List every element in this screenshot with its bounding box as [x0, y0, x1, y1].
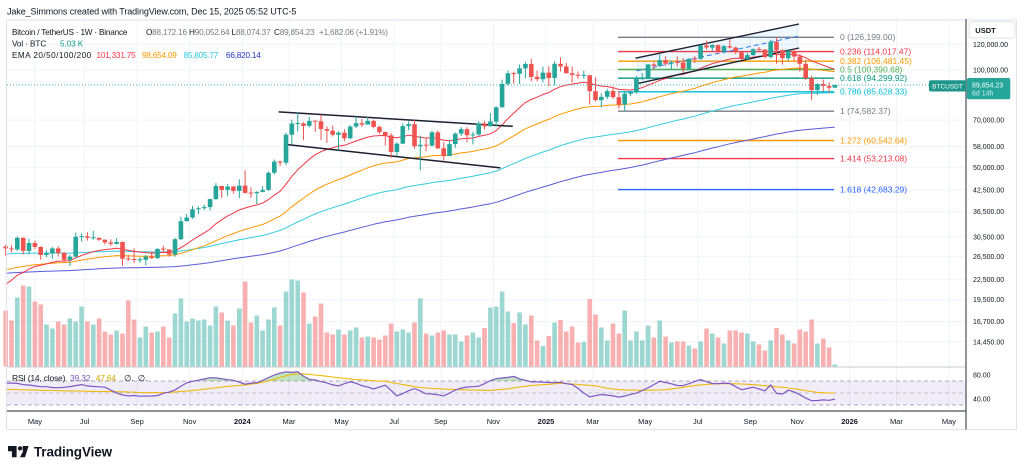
svg-text:Jul: Jul [80, 417, 90, 426]
svg-text:1.618 (42,683.29): 1.618 (42,683.29) [840, 185, 907, 195]
svg-text:0.5 (100,390.68): 0.5 (100,390.68) [840, 64, 903, 74]
svg-text:0.236 (114,017.47): 0.236 (114,017.47) [840, 47, 911, 57]
svg-text:1.414 (53,213.08): 1.414 (53,213.08) [840, 154, 907, 164]
svg-text:58,000.00: 58,000.00 [973, 144, 1004, 151]
svg-text:Bitcoin / TetherUS · 1W · Bina: Bitcoin / TetherUS · 1W · Binance O88,172… [12, 28, 388, 37]
svg-text:0.618 (94,299.92): 0.618 (94,299.92) [840, 73, 907, 83]
svg-text:1.272 (60,542.64): 1.272 (60,542.64) [840, 135, 907, 145]
svg-text:Jake_Simmons created with Trad: Jake_Simmons created with TradingView.co… [7, 7, 296, 17]
svg-text:Sep: Sep [744, 417, 757, 426]
svg-text:120,000.00: 120,000.00 [973, 42, 1008, 49]
svg-text:14,450.00: 14,450.00 [973, 339, 1004, 346]
svg-text:0.786 (85,628.33): 0.786 (85,628.33) [840, 87, 907, 97]
svg-text:2025: 2025 [538, 417, 555, 426]
svg-text:89,854.23: 89,854.23 [972, 83, 1003, 90]
svg-text:Jul: Jul [389, 417, 399, 426]
svg-text:30,500.00: 30,500.00 [973, 234, 1004, 241]
svg-text:26,500.00: 26,500.00 [973, 254, 1004, 261]
svg-text:Sep: Sep [434, 417, 447, 426]
svg-text:May: May [942, 417, 956, 426]
svg-text:Mar: Mar [283, 417, 296, 426]
svg-text:22,500.00: 22,500.00 [973, 277, 1004, 284]
svg-text:May: May [334, 417, 348, 426]
svg-text:Nov: Nov [487, 417, 501, 426]
svg-text:0.382 (106,481.45): 0.382 (106,481.45) [840, 56, 912, 66]
svg-text:2024: 2024 [234, 417, 252, 426]
svg-text:BTCUSDT: BTCUSDT [932, 83, 963, 90]
svg-text:36,500.00: 36,500.00 [973, 209, 1004, 216]
svg-text:42,500.00: 42,500.00 [973, 188, 1004, 195]
svg-text:70,000.00: 70,000.00 [973, 118, 1004, 125]
svg-text:TradingView: TradingView [34, 444, 113, 459]
svg-text:50,000.00: 50,000.00 [973, 165, 1004, 172]
svg-text:40.00: 40.00 [973, 397, 991, 404]
svg-text:USDT: USDT [975, 26, 996, 35]
svg-text:Mar: Mar [586, 417, 599, 426]
svg-text:19,500.00: 19,500.00 [973, 297, 1004, 304]
svg-text:80.00: 80.00 [973, 373, 991, 380]
svg-text:0 (126,199.00): 0 (126,199.00) [840, 32, 895, 42]
svg-text:1 (74,582.37): 1 (74,582.37) [840, 106, 891, 116]
svg-text:Mar: Mar [890, 417, 903, 426]
svg-text:2026: 2026 [841, 417, 858, 426]
svg-text:16,700.00: 16,700.00 [973, 319, 1004, 326]
svg-text:6d 14h: 6d 14h [972, 90, 994, 97]
svg-text:Nov: Nov [183, 417, 197, 426]
svg-text:Sep: Sep [130, 417, 143, 426]
svg-text:Nov: Nov [790, 417, 804, 426]
svg-text:Jul: Jul [693, 417, 703, 426]
svg-text:May: May [638, 417, 652, 426]
svg-text:May: May [28, 417, 42, 426]
svg-text:100,000.00: 100,000.00 [973, 68, 1008, 75]
